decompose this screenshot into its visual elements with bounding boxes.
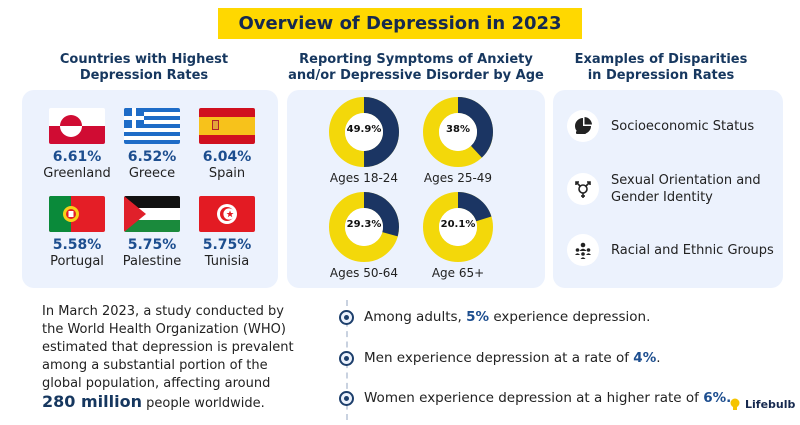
country-portugal: 5.58% Portugal (42, 196, 112, 269)
portugal-flag-icon (49, 196, 105, 232)
summary-highlight: 280 million (42, 392, 142, 411)
donut-value-arc (329, 97, 399, 167)
country-name: Greece (128, 166, 176, 181)
donut-chart: 29.3% (328, 191, 400, 263)
donut-pct-label: 29.3% (346, 219, 382, 230)
page-title: Overview of Depression in 2023 (218, 8, 582, 39)
age-group-label: Ages 25-49 (423, 171, 493, 185)
country-spain: 6.04% Spain (192, 108, 262, 181)
donut-value-arc (423, 97, 493, 167)
country-pct: 6.61% (52, 149, 102, 165)
age-section-title: Reporting Symptoms of Anxiety and/or Dep… (288, 52, 544, 83)
donut-hole (345, 113, 383, 151)
age-donut-65-plus: 20.1% Age 65+ (410, 191, 506, 280)
timeline-dot (339, 350, 354, 366)
lifebulb-logo: Lifebulb (728, 397, 795, 411)
disparities-section-title: Examples of Disparities in Depression Ra… (574, 52, 748, 83)
disparity-text: Racial and Ethnic Groups (611, 242, 774, 258)
disparity-item: Racial and Ethnic Groups (567, 234, 774, 266)
diverse-people-icon (567, 234, 599, 266)
fact-text: Women experience depression at a higher … (364, 390, 732, 406)
country-name: Portugal (50, 254, 104, 269)
pie-chart-hand-icon (567, 110, 599, 142)
country-tunisia: 5.75% Tunisia (192, 196, 262, 269)
age-donut-18-24: 49.9% Ages 18-24 (316, 96, 412, 185)
tunisia-flag-icon (199, 196, 255, 232)
age-donut-25-49: 38% Ages 25-49 (410, 96, 506, 185)
timeline-dot (339, 390, 354, 406)
country-name: Palestine (122, 254, 182, 269)
logo-text: Lifebulb (745, 397, 796, 411)
spain-flag-icon (199, 108, 255, 144)
disparity-text: Socioeconomic Status (611, 118, 755, 134)
country-name: Spain (208, 166, 246, 181)
donut-value-arc (423, 192, 493, 262)
age-donut-50-64: 29.3% Ages 50-64 (316, 191, 412, 280)
donut-value-arc (329, 192, 399, 262)
fact-item: Women experience depression at a higher … (339, 390, 731, 406)
summary-tail: people worldwide. (146, 396, 265, 411)
fact-item: Among adults, 5% experience depression. (339, 309, 650, 325)
country-pct: 5.58% (52, 237, 102, 253)
greece-flag-icon (124, 108, 180, 144)
country-name: Greenland (43, 166, 111, 181)
disparity-item: Socioeconomic Status (567, 110, 754, 142)
palestine-flag-icon (124, 196, 180, 232)
age-panel: 49.9% Ages 18-24 38% Ages 25-49 29.3% Ag… (287, 90, 545, 288)
summary-text: In March 2023, a study conducted by the … (42, 304, 294, 391)
lightbulb-icon (730, 398, 740, 410)
country-pct: 6.04% (202, 149, 252, 165)
greenland-flag-icon (49, 108, 105, 144)
donut-pct-label: 38% (446, 124, 470, 135)
fact-text: Men experience depression at a rate of 4… (364, 350, 661, 366)
disparity-item: Sexual Orientation and Gender Identity (567, 172, 781, 206)
donut-chart: 20.1% (422, 191, 494, 263)
country-pct: 6.52% (127, 149, 177, 165)
summary-paragraph: In March 2023, a study conducted by the … (42, 303, 304, 413)
disparity-text: Sexual Orientation and Gender Identity (611, 173, 761, 205)
donut-chart: 38% (422, 96, 494, 168)
country-greece: 6.52% Greece (117, 108, 187, 181)
age-group-label: Ages 50-64 (329, 266, 399, 280)
donut-pct-label: 49.9% (346, 124, 382, 135)
country-palestine: 5.75% Palestine (117, 196, 187, 269)
donut-hole (439, 113, 477, 151)
donut-hole (439, 208, 477, 246)
country-greenland: 6.61% Greenland (42, 108, 112, 181)
country-pct: 5.75% (202, 237, 252, 253)
countries-panel: 6.61% Greenland 6.52% Greece (22, 90, 278, 288)
countries-section-title: Countries with Highest Depression Rates (59, 52, 229, 83)
country-name: Tunisia (204, 254, 250, 269)
donut-hole (345, 208, 383, 246)
fact-item: Men experience depression at a rate of 4… (339, 350, 661, 366)
disparities-panel: Socioeconomic Status Sexual Orientation … (553, 90, 783, 288)
country-pct: 5.75% (127, 237, 177, 253)
age-group-label: Age 65+ (431, 266, 485, 280)
fact-text: Among adults, 5% experience depression. (364, 309, 651, 325)
timeline-dot (339, 309, 354, 325)
donut-chart: 49.9% (328, 96, 400, 168)
age-group-label: Ages 18-24 (329, 171, 399, 185)
gender-symbols-icon (567, 173, 599, 205)
donut-pct-label: 20.1% (440, 219, 476, 230)
